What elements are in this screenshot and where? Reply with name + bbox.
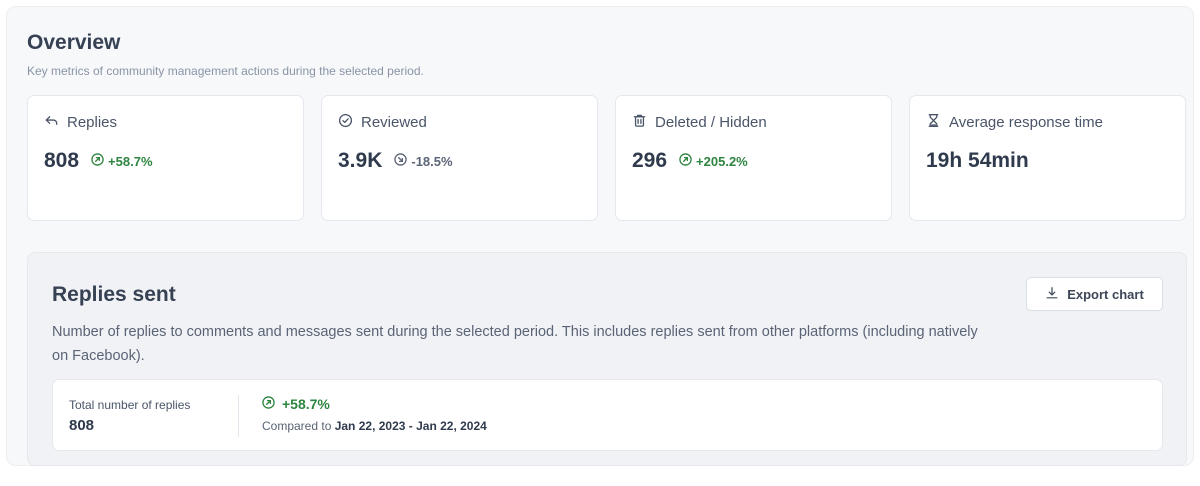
trend-down-icon — [394, 153, 408, 169]
metric-value: 296 — [632, 149, 668, 172]
trash-icon — [632, 113, 647, 132]
metric-card-replies: Replies 808 +58.7% — [27, 95, 304, 221]
compare-prefix: Compared to — [262, 419, 335, 433]
check-circle-icon — [338, 113, 353, 132]
section-title: Replies sent — [52, 283, 176, 306]
replies-sent-section: Replies sent Number of replies to commen… — [27, 252, 1187, 466]
trend-up-icon — [91, 153, 104, 169]
overview-title: Overview — [27, 31, 121, 54]
download-icon — [1045, 286, 1059, 303]
section-description: Number of replies to comments and messag… — [52, 324, 978, 364]
total-delta: +58.7% — [262, 396, 330, 412]
metric-delta: +205.2% — [679, 153, 748, 169]
metric-delta-text: -18.5% — [411, 153, 453, 169]
export-chart-label: Export chart — [1067, 286, 1144, 302]
metric-value: 3.9K — [338, 149, 383, 172]
metric-value: 808 — [44, 149, 80, 172]
metric-label: Deleted / Hidden — [655, 114, 767, 131]
hourglass-icon — [926, 113, 941, 132]
total-value: 808 — [69, 417, 95, 434]
metric-delta-text: +205.2% — [696, 153, 748, 169]
overview-subtitle: Key metrics of community management acti… — [27, 64, 424, 78]
trend-up-icon — [262, 396, 275, 412]
metric-label: Reviewed — [361, 114, 427, 131]
metric-label: Replies — [67, 114, 118, 131]
divider — [238, 395, 239, 437]
metric-delta-text: +58.7% — [108, 153, 153, 169]
metric-card-avg-response-time: Average response time 19h 54min — [909, 95, 1186, 221]
trend-up-icon — [679, 153, 692, 169]
total-delta-text: +58.7% — [282, 396, 330, 412]
metric-value: 19h 54min — [926, 149, 1029, 172]
reply-icon — [44, 113, 59, 132]
export-chart-button[interactable]: Export chart — [1026, 277, 1163, 311]
compare-range: Jan 22, 2023 - Jan 22, 2024 — [334, 419, 487, 433]
total-label: Total number of replies — [69, 398, 191, 412]
total-replies-summary: Total number of replies 808 +58.7% Compa… — [52, 379, 1163, 451]
metric-label: Average response time — [949, 114, 1103, 131]
metric-delta: -18.5% — [394, 153, 453, 169]
metric-delta: +58.7% — [91, 153, 153, 169]
metric-card-reviewed: Reviewed 3.9K -18.5% — [321, 95, 598, 221]
comparison-text: Compared to Jan 22, 2023 - Jan 22, 2024 — [262, 419, 487, 433]
overview-panel: Overview Key metrics of community manage… — [6, 6, 1194, 466]
metric-card-deleted-hidden: Deleted / Hidden 296 +205.2% — [615, 95, 892, 221]
